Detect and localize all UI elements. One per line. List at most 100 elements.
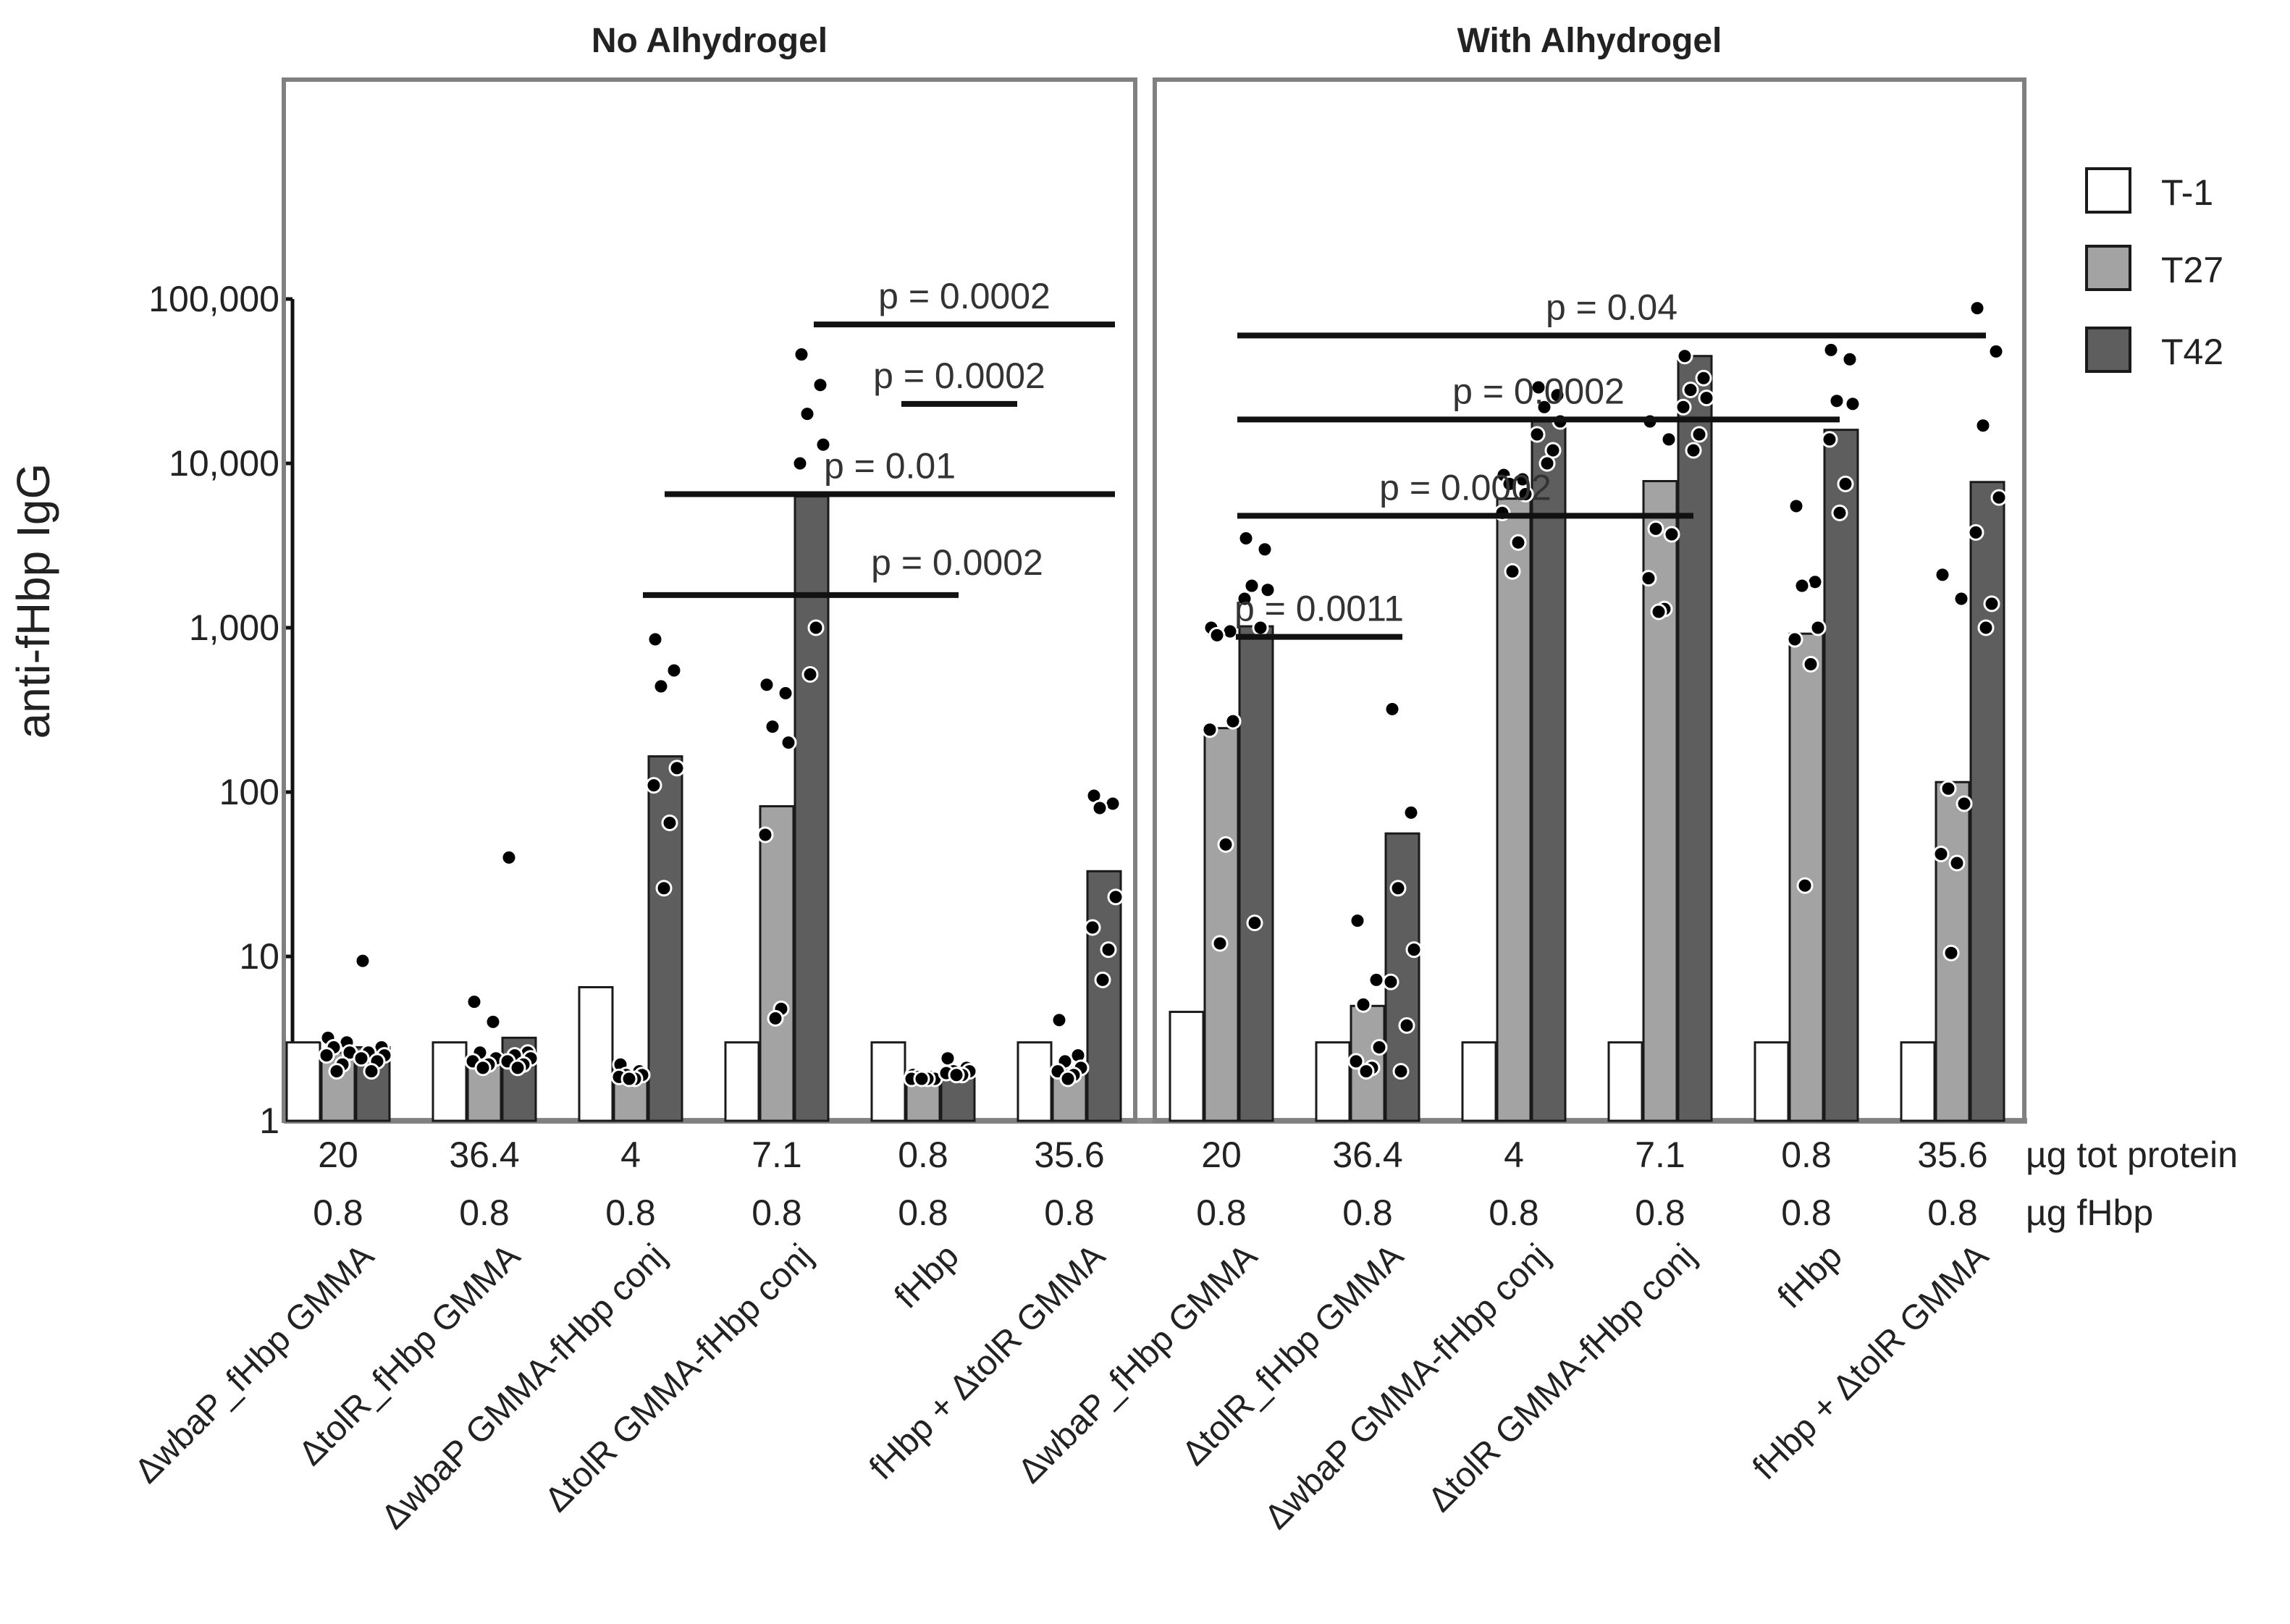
fhbp-value: 0.8 <box>752 1192 802 1233</box>
data-point <box>1392 1063 1410 1080</box>
bar-t1 <box>285 1041 321 1122</box>
data-point <box>1822 341 1840 358</box>
bar-t1 <box>1461 1041 1497 1122</box>
data-point <box>1802 655 1819 673</box>
bar-t1 <box>1016 1041 1053 1122</box>
data-point <box>1942 944 1960 962</box>
data-point <box>764 718 781 736</box>
data-point <box>1371 1038 1388 1056</box>
bar-t42 <box>1531 420 1567 1122</box>
p-value-label: p = 0.0002 <box>1452 371 1625 411</box>
fhbp-value: 0.8 <box>459 1192 510 1233</box>
p-value-label: p = 0.0002 <box>871 542 1043 583</box>
legend-label: T42 <box>2161 332 2223 372</box>
data-point <box>1347 1053 1365 1070</box>
bar-t42 <box>1238 625 1274 1122</box>
protein-value: 7.1 <box>752 1135 802 1175</box>
data-point <box>1051 1011 1068 1029</box>
data-point <box>509 1059 526 1077</box>
group-label: ΔwbaP GMMA-fHbp conj <box>1258 1237 1557 1536</box>
y-axis-label: anti-fHbp IgG <box>7 463 59 739</box>
fhbp-value: 0.8 <box>1635 1192 1685 1233</box>
y-tick-label: 10,000 <box>169 443 279 484</box>
data-point <box>1246 914 1263 932</box>
data-point <box>1201 721 1218 739</box>
data-point <box>318 1047 335 1064</box>
protein-value: 0.8 <box>1781 1135 1832 1175</box>
p-value-label: p = 0.0002 <box>873 355 1045 396</box>
bar-t1 <box>1754 1041 1790 1122</box>
bar-t1 <box>1169 1011 1205 1122</box>
data-point <box>1841 350 1858 368</box>
data-point <box>799 405 816 423</box>
data-point <box>1796 877 1814 894</box>
data-point <box>814 436 832 453</box>
group-label: fHbp <box>1771 1237 1850 1316</box>
data-point <box>1691 426 1708 443</box>
data-point <box>1528 426 1546 443</box>
data-point <box>1237 529 1255 547</box>
data-point <box>474 1059 492 1077</box>
data-point <box>1243 577 1260 594</box>
data-point <box>354 952 371 969</box>
legend-layer: T-1 T27 T42 <box>2085 167 2223 373</box>
data-point <box>1809 619 1827 636</box>
data-point <box>668 760 686 777</box>
data-point <box>1974 417 1992 434</box>
y-tick-label: 100 <box>219 772 279 812</box>
data-point <box>1660 431 1677 448</box>
data-point <box>652 678 670 695</box>
data-point <box>1983 595 2000 613</box>
data-point <box>1208 626 1226 644</box>
data-point <box>757 826 774 843</box>
legend-swatch <box>2085 245 2131 291</box>
data-point <box>1389 880 1407 897</box>
data-point <box>500 849 518 866</box>
bar-t27 <box>759 805 795 1122</box>
points-layer <box>318 300 2008 1087</box>
protein-value: 4 <box>620 1135 641 1175</box>
data-point <box>767 1010 784 1027</box>
fhbp-value: 0.8 <box>1927 1192 1978 1233</box>
bar-t1 <box>578 985 614 1122</box>
protein-value: 20 <box>1201 1135 1242 1175</box>
protein-value: 36.4 <box>449 1135 519 1175</box>
data-point <box>1536 398 1553 416</box>
bar-t1 <box>432 1041 468 1122</box>
protein-value: 35.6 <box>1917 1135 1987 1175</box>
data-point <box>1987 342 2005 360</box>
data-point <box>812 376 829 394</box>
data-point <box>353 1050 370 1067</box>
data-point <box>1977 619 1995 636</box>
p-value-label: p = 0.0011 <box>1234 589 1404 629</box>
data-point <box>1821 431 1838 448</box>
data-point <box>1685 442 1702 459</box>
bar-t1 <box>1315 1041 1351 1122</box>
data-point <box>1100 941 1117 959</box>
data-point <box>328 1063 345 1080</box>
bar-t42 <box>1677 355 1713 1122</box>
data-point <box>758 676 775 694</box>
data-point <box>1788 497 1805 515</box>
bar-t27 <box>1496 497 1532 1122</box>
data-point <box>913 1070 930 1087</box>
row-label-fhbp: µg fHbp <box>2026 1192 2153 1233</box>
data-point <box>1675 398 1692 416</box>
data-point <box>1969 300 1986 317</box>
protein-value: 35.6 <box>1034 1135 1104 1175</box>
fhbp-value: 0.8 <box>605 1192 656 1233</box>
data-point <box>1948 854 1966 872</box>
data-point <box>1510 534 1527 551</box>
data-point <box>1549 387 1566 404</box>
data-point <box>1084 919 1101 936</box>
data-point <box>1530 379 1547 396</box>
data-point <box>1650 603 1667 620</box>
data-point <box>948 1066 965 1084</box>
fhbp-value: 0.8 <box>1196 1192 1247 1233</box>
data-point <box>1953 590 1970 607</box>
bar-t1 <box>1900 1041 1936 1122</box>
y-tick-label: 1,000 <box>189 607 279 648</box>
bar-t27 <box>1935 781 1971 1122</box>
